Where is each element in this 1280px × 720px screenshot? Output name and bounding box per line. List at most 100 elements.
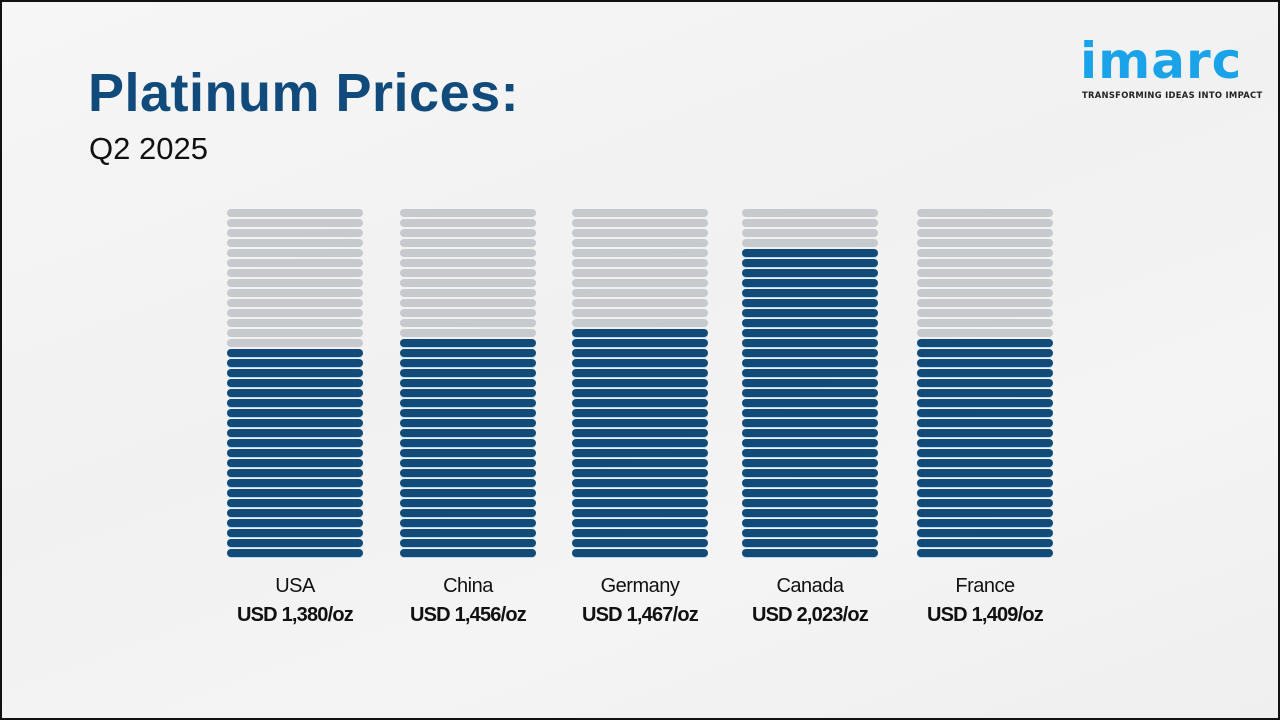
bar-segment-filled	[227, 529, 363, 537]
bar-segment-filled	[742, 409, 878, 417]
bar-segment-filled	[227, 519, 363, 527]
bar-segment-empty	[917, 309, 1053, 317]
bar-segment-filled	[572, 369, 708, 377]
bar-segment-filled	[227, 459, 363, 467]
bar-segment-empty	[227, 309, 363, 317]
bar-segment-filled	[572, 379, 708, 387]
bar-segment-empty	[917, 319, 1053, 327]
category-label: China	[443, 575, 493, 597]
value-label: USD 1,467/oz	[581, 604, 699, 626]
value-label: USD 1,380/oz	[236, 604, 354, 626]
bar-segment-empty	[227, 269, 363, 277]
page-title: Platinum Prices:	[88, 63, 520, 123]
bar-segment-filled	[400, 359, 536, 367]
bar-segment-empty	[400, 269, 536, 277]
bar-segment-filled	[400, 519, 536, 527]
bar-segment-filled	[227, 489, 363, 497]
bar-segment-filled	[742, 289, 878, 297]
logo-tagline: TRANSFORMING IDEAS INTO IMPACT	[1082, 90, 1263, 100]
bar-segment-filled	[227, 379, 363, 387]
bar-segment-filled	[742, 329, 878, 337]
bar-segment-empty	[400, 249, 536, 257]
bar-segment-empty	[572, 279, 708, 287]
value-label: USD 1,456/oz	[409, 604, 527, 626]
bar-segment-filled	[917, 389, 1053, 397]
bar-segment-empty	[572, 219, 708, 227]
bar-segment-filled	[742, 349, 878, 357]
bar-segment-filled	[572, 339, 708, 347]
bar-segment-empty	[227, 279, 363, 287]
bar-segment-empty	[400, 329, 536, 337]
bar-segment-empty	[572, 209, 708, 217]
bar-segment-empty	[400, 219, 536, 227]
page-subtitle: Q2 2025	[89, 131, 208, 166]
bar-segment-filled	[742, 429, 878, 437]
bar-segment-filled	[742, 479, 878, 487]
bar-segment-filled	[742, 319, 878, 327]
bar-segment-filled	[917, 509, 1053, 517]
bar-segment-filled	[917, 479, 1053, 487]
bar-segment-filled	[742, 539, 878, 547]
bar-segment-filled	[227, 499, 363, 507]
bar-segment-empty	[572, 229, 708, 237]
bar-segment-filled	[917, 459, 1053, 467]
bar-segment-empty	[917, 269, 1053, 277]
bar-segment-filled	[572, 329, 708, 337]
bar-segment-filled	[227, 509, 363, 517]
bar-segment-filled	[742, 459, 878, 467]
bar-segment-empty	[572, 239, 708, 247]
bar-segment-filled	[400, 369, 536, 377]
bar-segment-filled	[742, 489, 878, 497]
bar-segment-filled	[917, 529, 1053, 537]
bar-segment-empty	[227, 249, 363, 257]
bar-segment-filled	[400, 429, 536, 437]
bar-segment-filled	[917, 379, 1053, 387]
bar-segment-filled	[400, 379, 536, 387]
bar-segment-filled	[227, 429, 363, 437]
bar-segment-filled	[400, 449, 536, 457]
bar-segment-filled	[917, 349, 1053, 357]
bar-segment-filled	[227, 369, 363, 377]
bar-segment-filled	[742, 379, 878, 387]
bar-segment-filled	[400, 419, 536, 427]
bar-segment-filled	[742, 419, 878, 427]
category-label: Canada	[776, 575, 844, 597]
bar-segment-filled	[742, 369, 878, 377]
bar-segment-empty	[400, 209, 536, 217]
bar-segment-filled	[400, 399, 536, 407]
bar-segment-filled	[227, 449, 363, 457]
bar-segment-empty	[400, 259, 536, 267]
bar-segment-filled	[227, 399, 363, 407]
bar-segment-empty	[572, 269, 708, 277]
bar-segment-filled	[917, 429, 1053, 437]
category-label: USA	[275, 575, 315, 597]
bar-segment-filled	[742, 259, 878, 267]
bar-segment-filled	[400, 469, 536, 477]
bar-segment-empty	[917, 299, 1053, 307]
bar-segment-filled	[572, 489, 708, 497]
bar-segment-filled	[572, 519, 708, 527]
bar-segment-filled	[572, 389, 708, 397]
bar-segment-filled	[572, 409, 708, 417]
bar-segment-filled	[400, 479, 536, 487]
bar-segment-filled	[227, 469, 363, 477]
bar-segment-filled	[742, 399, 878, 407]
category-label: France	[955, 575, 1015, 597]
bar-segment-filled	[742, 439, 878, 447]
bar-segment-filled	[742, 499, 878, 507]
bar-segment-filled	[742, 549, 878, 557]
bar-segment-filled	[227, 359, 363, 367]
bar-segment-empty	[917, 209, 1053, 217]
bar-segment-filled	[400, 439, 536, 447]
bar-segment-filled	[572, 459, 708, 467]
bar-segment-empty	[400, 239, 536, 247]
bar-segment-empty	[400, 279, 536, 287]
bar-segment-filled	[572, 429, 708, 437]
bar-segment-filled	[917, 419, 1053, 427]
bar-segment-empty	[400, 229, 536, 237]
bar-segment-empty	[400, 319, 536, 327]
bar-segment-filled	[400, 489, 536, 497]
bar-segment-empty	[742, 219, 878, 227]
bar-segment-empty	[227, 229, 363, 237]
